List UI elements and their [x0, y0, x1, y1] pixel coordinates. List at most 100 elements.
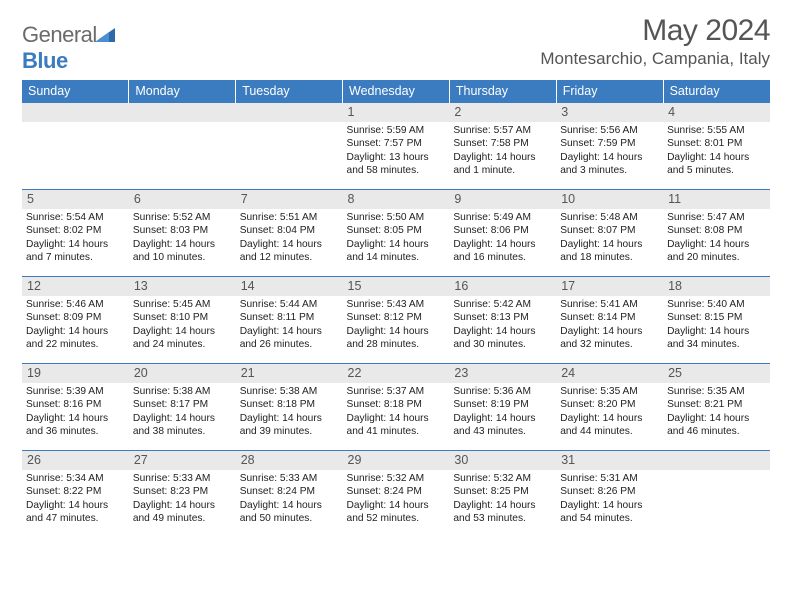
day-details: Sunrise: 5:51 AMSunset: 8:04 PMDaylight:…: [236, 209, 343, 265]
calendar-cell: 29Sunrise: 5:32 AMSunset: 8:24 PMDayligh…: [343, 451, 450, 530]
calendar-row: 19Sunrise: 5:39 AMSunset: 8:16 PMDayligh…: [22, 364, 770, 451]
day-details: Sunrise: 5:54 AMSunset: 8:02 PMDaylight:…: [22, 209, 129, 265]
day-details: Sunrise: 5:39 AMSunset: 8:16 PMDaylight:…: [22, 383, 129, 439]
day-number: 23: [449, 364, 556, 383]
calendar-cell: 21Sunrise: 5:38 AMSunset: 8:18 PMDayligh…: [236, 364, 343, 451]
day-details: Sunrise: 5:33 AMSunset: 8:24 PMDaylight:…: [236, 470, 343, 526]
day-number: 1: [343, 103, 450, 122]
day-number: 27: [129, 451, 236, 470]
day-number: 14: [236, 277, 343, 296]
day-number: 15: [343, 277, 450, 296]
calendar-cell: 12Sunrise: 5:46 AMSunset: 8:09 PMDayligh…: [22, 277, 129, 364]
calendar-cell: 1Sunrise: 5:59 AMSunset: 7:57 PMDaylight…: [343, 103, 450, 190]
weekday-header: Sunday: [22, 80, 129, 103]
calendar-cell: 8Sunrise: 5:50 AMSunset: 8:05 PMDaylight…: [343, 190, 450, 277]
day-number-empty: [663, 451, 770, 470]
weekday-header: Thursday: [449, 80, 556, 103]
day-details: Sunrise: 5:57 AMSunset: 7:58 PMDaylight:…: [449, 122, 556, 178]
day-number: 17: [556, 277, 663, 296]
calendar-cell: 10Sunrise: 5:48 AMSunset: 8:07 PMDayligh…: [556, 190, 663, 277]
calendar-cell: [236, 103, 343, 190]
day-number-empty: [22, 103, 129, 122]
day-number: 7: [236, 190, 343, 209]
calendar-cell: 16Sunrise: 5:42 AMSunset: 8:13 PMDayligh…: [449, 277, 556, 364]
day-details: Sunrise: 5:49 AMSunset: 8:06 PMDaylight:…: [449, 209, 556, 265]
day-number: 6: [129, 190, 236, 209]
weekday-header-row: Sunday Monday Tuesday Wednesday Thursday…: [22, 80, 770, 103]
day-details: Sunrise: 5:43 AMSunset: 8:12 PMDaylight:…: [343, 296, 450, 352]
day-details: Sunrise: 5:32 AMSunset: 8:25 PMDaylight:…: [449, 470, 556, 526]
weekday-header: Friday: [556, 80, 663, 103]
day-details: Sunrise: 5:31 AMSunset: 8:26 PMDaylight:…: [556, 470, 663, 526]
day-number: 22: [343, 364, 450, 383]
day-details: Sunrise: 5:55 AMSunset: 8:01 PMDaylight:…: [663, 122, 770, 178]
calendar-cell: 24Sunrise: 5:35 AMSunset: 8:20 PMDayligh…: [556, 364, 663, 451]
header: GeneralBlue May 2024 Montesarchio, Campa…: [22, 14, 770, 74]
calendar-row: 5Sunrise: 5:54 AMSunset: 8:02 PMDaylight…: [22, 190, 770, 277]
day-details: Sunrise: 5:41 AMSunset: 8:14 PMDaylight:…: [556, 296, 663, 352]
calendar-cell: 19Sunrise: 5:39 AMSunset: 8:16 PMDayligh…: [22, 364, 129, 451]
day-details: Sunrise: 5:38 AMSunset: 8:18 PMDaylight:…: [236, 383, 343, 439]
day-number: 19: [22, 364, 129, 383]
calendar-cell: 3Sunrise: 5:56 AMSunset: 7:59 PMDaylight…: [556, 103, 663, 190]
title-block: May 2024 Montesarchio, Campania, Italy: [540, 14, 770, 69]
calendar-body: 1Sunrise: 5:59 AMSunset: 7:57 PMDaylight…: [22, 103, 770, 530]
calendar-cell: 27Sunrise: 5:33 AMSunset: 8:23 PMDayligh…: [129, 451, 236, 530]
day-number: 18: [663, 277, 770, 296]
calendar-cell: [22, 103, 129, 190]
calendar-cell: [663, 451, 770, 530]
day-details: Sunrise: 5:52 AMSunset: 8:03 PMDaylight:…: [129, 209, 236, 265]
calendar-cell: 28Sunrise: 5:33 AMSunset: 8:24 PMDayligh…: [236, 451, 343, 530]
brand-part1: General: [22, 22, 97, 47]
weekday-header: Tuesday: [236, 80, 343, 103]
day-details: Sunrise: 5:35 AMSunset: 8:20 PMDaylight:…: [556, 383, 663, 439]
day-number: 8: [343, 190, 450, 209]
location: Montesarchio, Campania, Italy: [540, 49, 770, 69]
day-details: Sunrise: 5:47 AMSunset: 8:08 PMDaylight:…: [663, 209, 770, 265]
day-number: 12: [22, 277, 129, 296]
calendar-cell: 14Sunrise: 5:44 AMSunset: 8:11 PMDayligh…: [236, 277, 343, 364]
triangle-icon: [95, 22, 115, 48]
calendar-cell: 26Sunrise: 5:34 AMSunset: 8:22 PMDayligh…: [22, 451, 129, 530]
day-number: 31: [556, 451, 663, 470]
day-details: Sunrise: 5:50 AMSunset: 8:05 PMDaylight:…: [343, 209, 450, 265]
day-number: 20: [129, 364, 236, 383]
calendar-cell: 20Sunrise: 5:38 AMSunset: 8:17 PMDayligh…: [129, 364, 236, 451]
day-number: 16: [449, 277, 556, 296]
day-number: 2: [449, 103, 556, 122]
calendar-cell: 30Sunrise: 5:32 AMSunset: 8:25 PMDayligh…: [449, 451, 556, 530]
calendar-cell: 31Sunrise: 5:31 AMSunset: 8:26 PMDayligh…: [556, 451, 663, 530]
day-number: 25: [663, 364, 770, 383]
day-details: Sunrise: 5:35 AMSunset: 8:21 PMDaylight:…: [663, 383, 770, 439]
calendar-cell: 5Sunrise: 5:54 AMSunset: 8:02 PMDaylight…: [22, 190, 129, 277]
calendar-cell: 2Sunrise: 5:57 AMSunset: 7:58 PMDaylight…: [449, 103, 556, 190]
calendar-cell: 13Sunrise: 5:45 AMSunset: 8:10 PMDayligh…: [129, 277, 236, 364]
weekday-header: Monday: [129, 80, 236, 103]
day-number: 11: [663, 190, 770, 209]
day-details: Sunrise: 5:37 AMSunset: 8:18 PMDaylight:…: [343, 383, 450, 439]
day-number: 13: [129, 277, 236, 296]
calendar-cell: 15Sunrise: 5:43 AMSunset: 8:12 PMDayligh…: [343, 277, 450, 364]
day-number: 10: [556, 190, 663, 209]
day-details: Sunrise: 5:40 AMSunset: 8:15 PMDaylight:…: [663, 296, 770, 352]
calendar-row: 1Sunrise: 5:59 AMSunset: 7:57 PMDaylight…: [22, 103, 770, 190]
day-details: Sunrise: 5:59 AMSunset: 7:57 PMDaylight:…: [343, 122, 450, 178]
day-details: Sunrise: 5:33 AMSunset: 8:23 PMDaylight:…: [129, 470, 236, 526]
day-details: Sunrise: 5:34 AMSunset: 8:22 PMDaylight:…: [22, 470, 129, 526]
day-number: 28: [236, 451, 343, 470]
weekday-header: Wednesday: [343, 80, 450, 103]
calendar-cell: 18Sunrise: 5:40 AMSunset: 8:15 PMDayligh…: [663, 277, 770, 364]
day-details: Sunrise: 5:32 AMSunset: 8:24 PMDaylight:…: [343, 470, 450, 526]
month-title: May 2024: [540, 14, 770, 48]
calendar-row: 26Sunrise: 5:34 AMSunset: 8:22 PMDayligh…: [22, 451, 770, 530]
day-number: 30: [449, 451, 556, 470]
day-details: Sunrise: 5:36 AMSunset: 8:19 PMDaylight:…: [449, 383, 556, 439]
day-number: 3: [556, 103, 663, 122]
day-details: Sunrise: 5:44 AMSunset: 8:11 PMDaylight:…: [236, 296, 343, 352]
calendar-cell: 6Sunrise: 5:52 AMSunset: 8:03 PMDaylight…: [129, 190, 236, 277]
day-details: Sunrise: 5:46 AMSunset: 8:09 PMDaylight:…: [22, 296, 129, 352]
brand-text: GeneralBlue: [22, 22, 115, 74]
calendar-page: GeneralBlue May 2024 Montesarchio, Campa…: [0, 0, 792, 539]
day-number: 24: [556, 364, 663, 383]
day-number-empty: [236, 103, 343, 122]
